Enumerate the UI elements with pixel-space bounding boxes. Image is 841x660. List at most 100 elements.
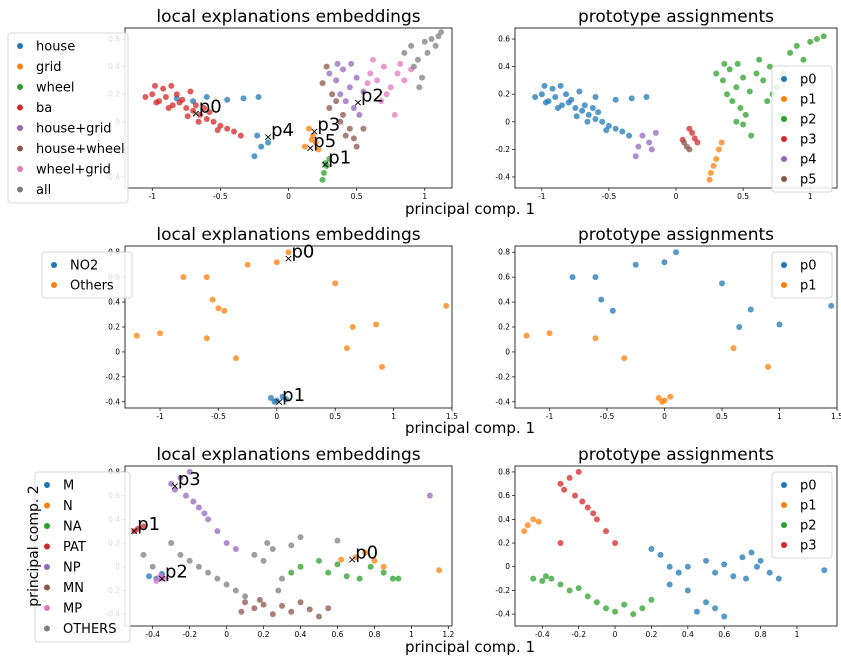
x-tick-label: -1: [156, 412, 164, 421]
prototype-marker: ×: [170, 480, 179, 493]
y-tick-label: -0.4: [495, 610, 510, 619]
data-point: [269, 611, 276, 618]
data-point: [269, 545, 276, 552]
data-point: [568, 96, 575, 103]
data-point: [766, 569, 773, 576]
legend-swatch: [781, 176, 787, 182]
shared-xlabel-row2: principal comp. 1: [405, 419, 535, 437]
data-point: [334, 561, 341, 568]
data-point: [646, 139, 653, 146]
data-point: [288, 542, 295, 549]
data-point: [787, 49, 794, 56]
data-point: [684, 587, 691, 594]
x-tick-label: -0.2: [182, 630, 197, 639]
data-point: [329, 91, 336, 98]
data-point: [325, 569, 332, 576]
data-point: [729, 98, 736, 105]
data-point: [639, 132, 646, 139]
data-point: [432, 42, 439, 49]
data-point: [323, 63, 330, 70]
x-tick-label: -0.4: [535, 630, 550, 639]
legend-swatch: [781, 96, 787, 102]
data-point: [353, 143, 360, 150]
data-point: [401, 49, 408, 56]
data-point: [626, 132, 633, 139]
data-point: [584, 118, 591, 125]
legend-swatch: [781, 76, 787, 82]
data-point: [264, 540, 271, 547]
data-point: [271, 398, 278, 405]
data-point: [813, 36, 820, 43]
data-point: [438, 29, 445, 36]
data-point: [706, 176, 713, 183]
x-tick-label: 0: [224, 630, 229, 639]
legend-swatch: [44, 543, 50, 550]
data-point: [592, 335, 599, 342]
data-point: [232, 545, 239, 552]
prototype-marker: ×: [321, 158, 330, 171]
annotation-label: p3: [317, 114, 340, 135]
data-point: [179, 96, 186, 103]
data-point: [603, 127, 610, 134]
data-point: [743, 575, 750, 582]
x-tick-label: -0.4: [145, 630, 160, 639]
data-point: [730, 345, 737, 352]
data-point: [719, 77, 726, 84]
data-point: [632, 153, 639, 160]
panel-2: prototype assignments -1 -0.5 0 0.5 1 -0.4 -0.2…: [495, 7, 838, 201]
data-point: [283, 396, 290, 403]
chart-title: prototype assignments: [578, 7, 774, 27]
x-tick-label: 0: [274, 412, 279, 421]
data-point: [733, 118, 740, 125]
data-point: [378, 98, 385, 105]
data-point: [630, 611, 637, 618]
data-point: [244, 261, 251, 268]
data-point: [322, 160, 329, 167]
data-point: [221, 307, 228, 314]
data-point: [541, 82, 548, 89]
legend-label: p5: [800, 173, 817, 188]
y-tick-label: 0.4: [498, 62, 510, 71]
legend-swatch: [781, 522, 787, 528]
panel-3: local explanations embeddings -1 -0.5 0 0.5 1…: [41, 225, 458, 421]
x-tick-label: -0.5: [600, 412, 615, 421]
legend-label: p3: [800, 133, 817, 148]
data-point: [776, 321, 783, 328]
legend-swatch: [51, 262, 57, 268]
data-point: [619, 128, 626, 135]
data-point: [362, 549, 369, 556]
x-tick-label: -1: [149, 192, 157, 201]
data-point: [766, 63, 773, 70]
data-point: [652, 129, 659, 136]
data-point: [338, 556, 345, 563]
legend-box: [771, 65, 833, 193]
data-point: [730, 573, 737, 580]
data-point: [554, 105, 561, 111]
data-point: [648, 596, 655, 603]
prototype-marker: ×: [191, 107, 200, 120]
x-tick-label: -1: [538, 192, 546, 201]
x-tick-label: 0.6: [718, 630, 730, 639]
x-tick-label: 0: [662, 412, 667, 421]
annotation-label: p2: [361, 85, 384, 106]
data-point: [575, 468, 582, 475]
data-point: [340, 111, 346, 118]
legend-label: MP: [63, 602, 82, 617]
y-tick-label: -0.2: [495, 586, 510, 595]
data-point: [746, 88, 753, 95]
data-point: [260, 557, 267, 564]
data-point: [162, 575, 169, 582]
data-point: [356, 111, 363, 118]
data-point: [334, 60, 341, 67]
data-point: [146, 573, 153, 580]
annotation-label: p0: [355, 543, 378, 564]
data-point: [566, 474, 573, 481]
data-point: [190, 107, 197, 114]
y-tick-label: 0.4: [108, 298, 120, 307]
data-point: [721, 60, 728, 67]
data-point: [557, 480, 564, 487]
data-point: [592, 93, 599, 100]
data-point: [718, 139, 725, 146]
x-tick-label: 1: [422, 192, 427, 201]
data-point: [548, 575, 555, 582]
